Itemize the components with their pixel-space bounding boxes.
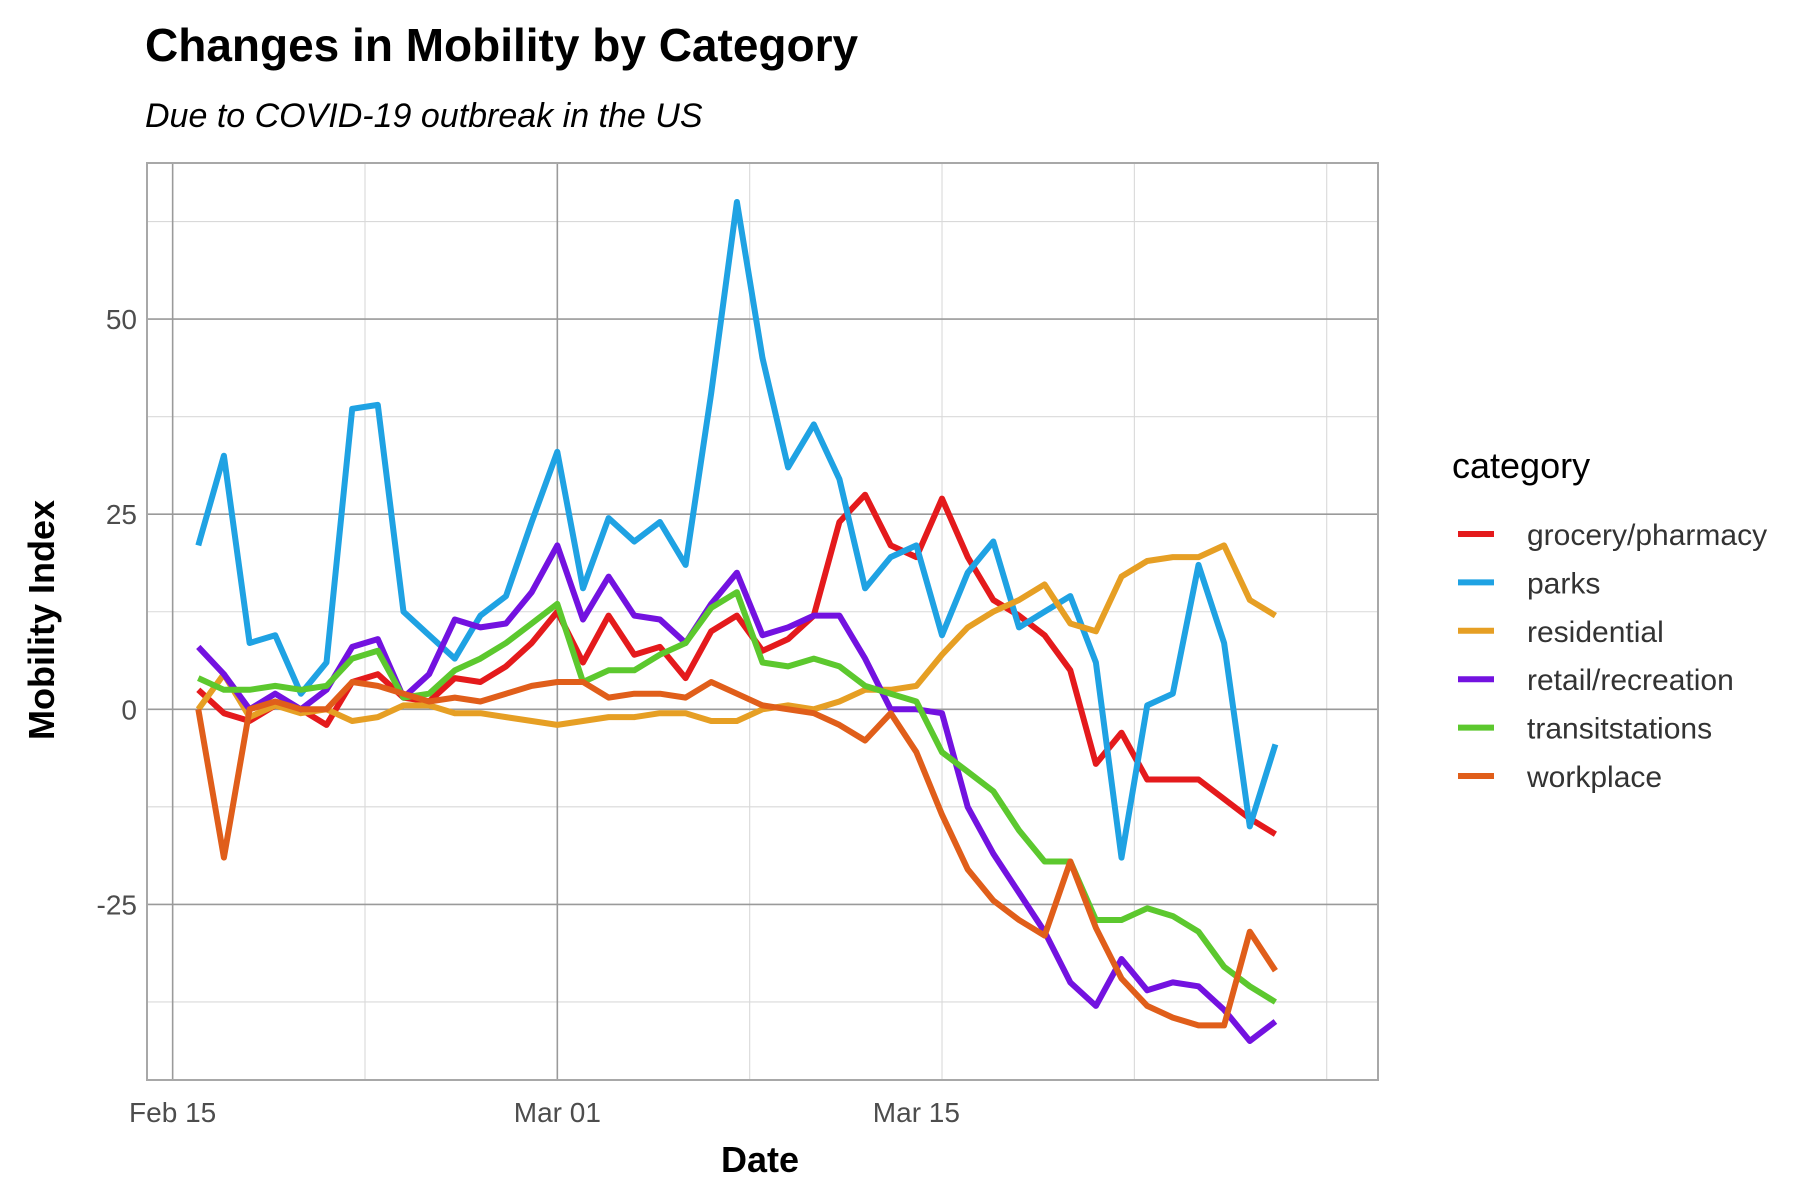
legend-label-retail-recreation: retail/recreation xyxy=(1527,664,1734,697)
legend-items: grocery/pharmacy parks residential retail/r… xyxy=(1458,519,1767,794)
y-tick-label: -25 xyxy=(97,889,137,920)
y-tick-label: 25 xyxy=(106,499,137,530)
legend-title: category xyxy=(1452,445,1590,486)
series-line-parks xyxy=(195,199,1279,861)
series-line-workplace xyxy=(195,679,1278,1029)
chart-title: Changes in Mobility by Category xyxy=(145,19,859,71)
x-tick-label: Mar 01 xyxy=(514,1097,601,1128)
panel-border xyxy=(146,162,1379,1081)
plot-panel xyxy=(146,162,1379,1081)
minor-gridlines xyxy=(147,163,1378,1080)
x-axis-ticks: Feb 15 Mar 01 Mar 15 xyxy=(129,1097,960,1128)
y-tick-label: 50 xyxy=(106,304,137,335)
y-axis-title: Mobility Index xyxy=(21,500,62,740)
series-line-grocery-pharmacy xyxy=(196,491,1277,837)
legend-label-workplace: workplace xyxy=(1526,761,1662,794)
x-tick-label: Mar 15 xyxy=(873,1097,960,1128)
legend-label-grocery-pharmacy: grocery/pharmacy xyxy=(1527,519,1767,552)
series-line-retail-recreation xyxy=(196,542,1278,1044)
legend-label-parks: parks xyxy=(1527,567,1600,600)
legend-label-transitstations: transitstations xyxy=(1527,713,1712,746)
series-lines xyxy=(195,199,1279,1044)
chart-subtitle: Due to COVID-19 outbreak in the US xyxy=(145,97,703,135)
y-axis-ticks: -25 0 25 50 xyxy=(97,304,137,920)
x-axis-title: Date xyxy=(721,1139,799,1180)
y-tick-label: 0 xyxy=(121,694,137,725)
legend: category grocery/pharmacy parks residentia… xyxy=(1452,445,1767,794)
legend-label-residential: residential xyxy=(1527,616,1664,649)
series-line-residential xyxy=(195,542,1277,728)
x-tick-label: Feb 15 xyxy=(129,1097,216,1128)
